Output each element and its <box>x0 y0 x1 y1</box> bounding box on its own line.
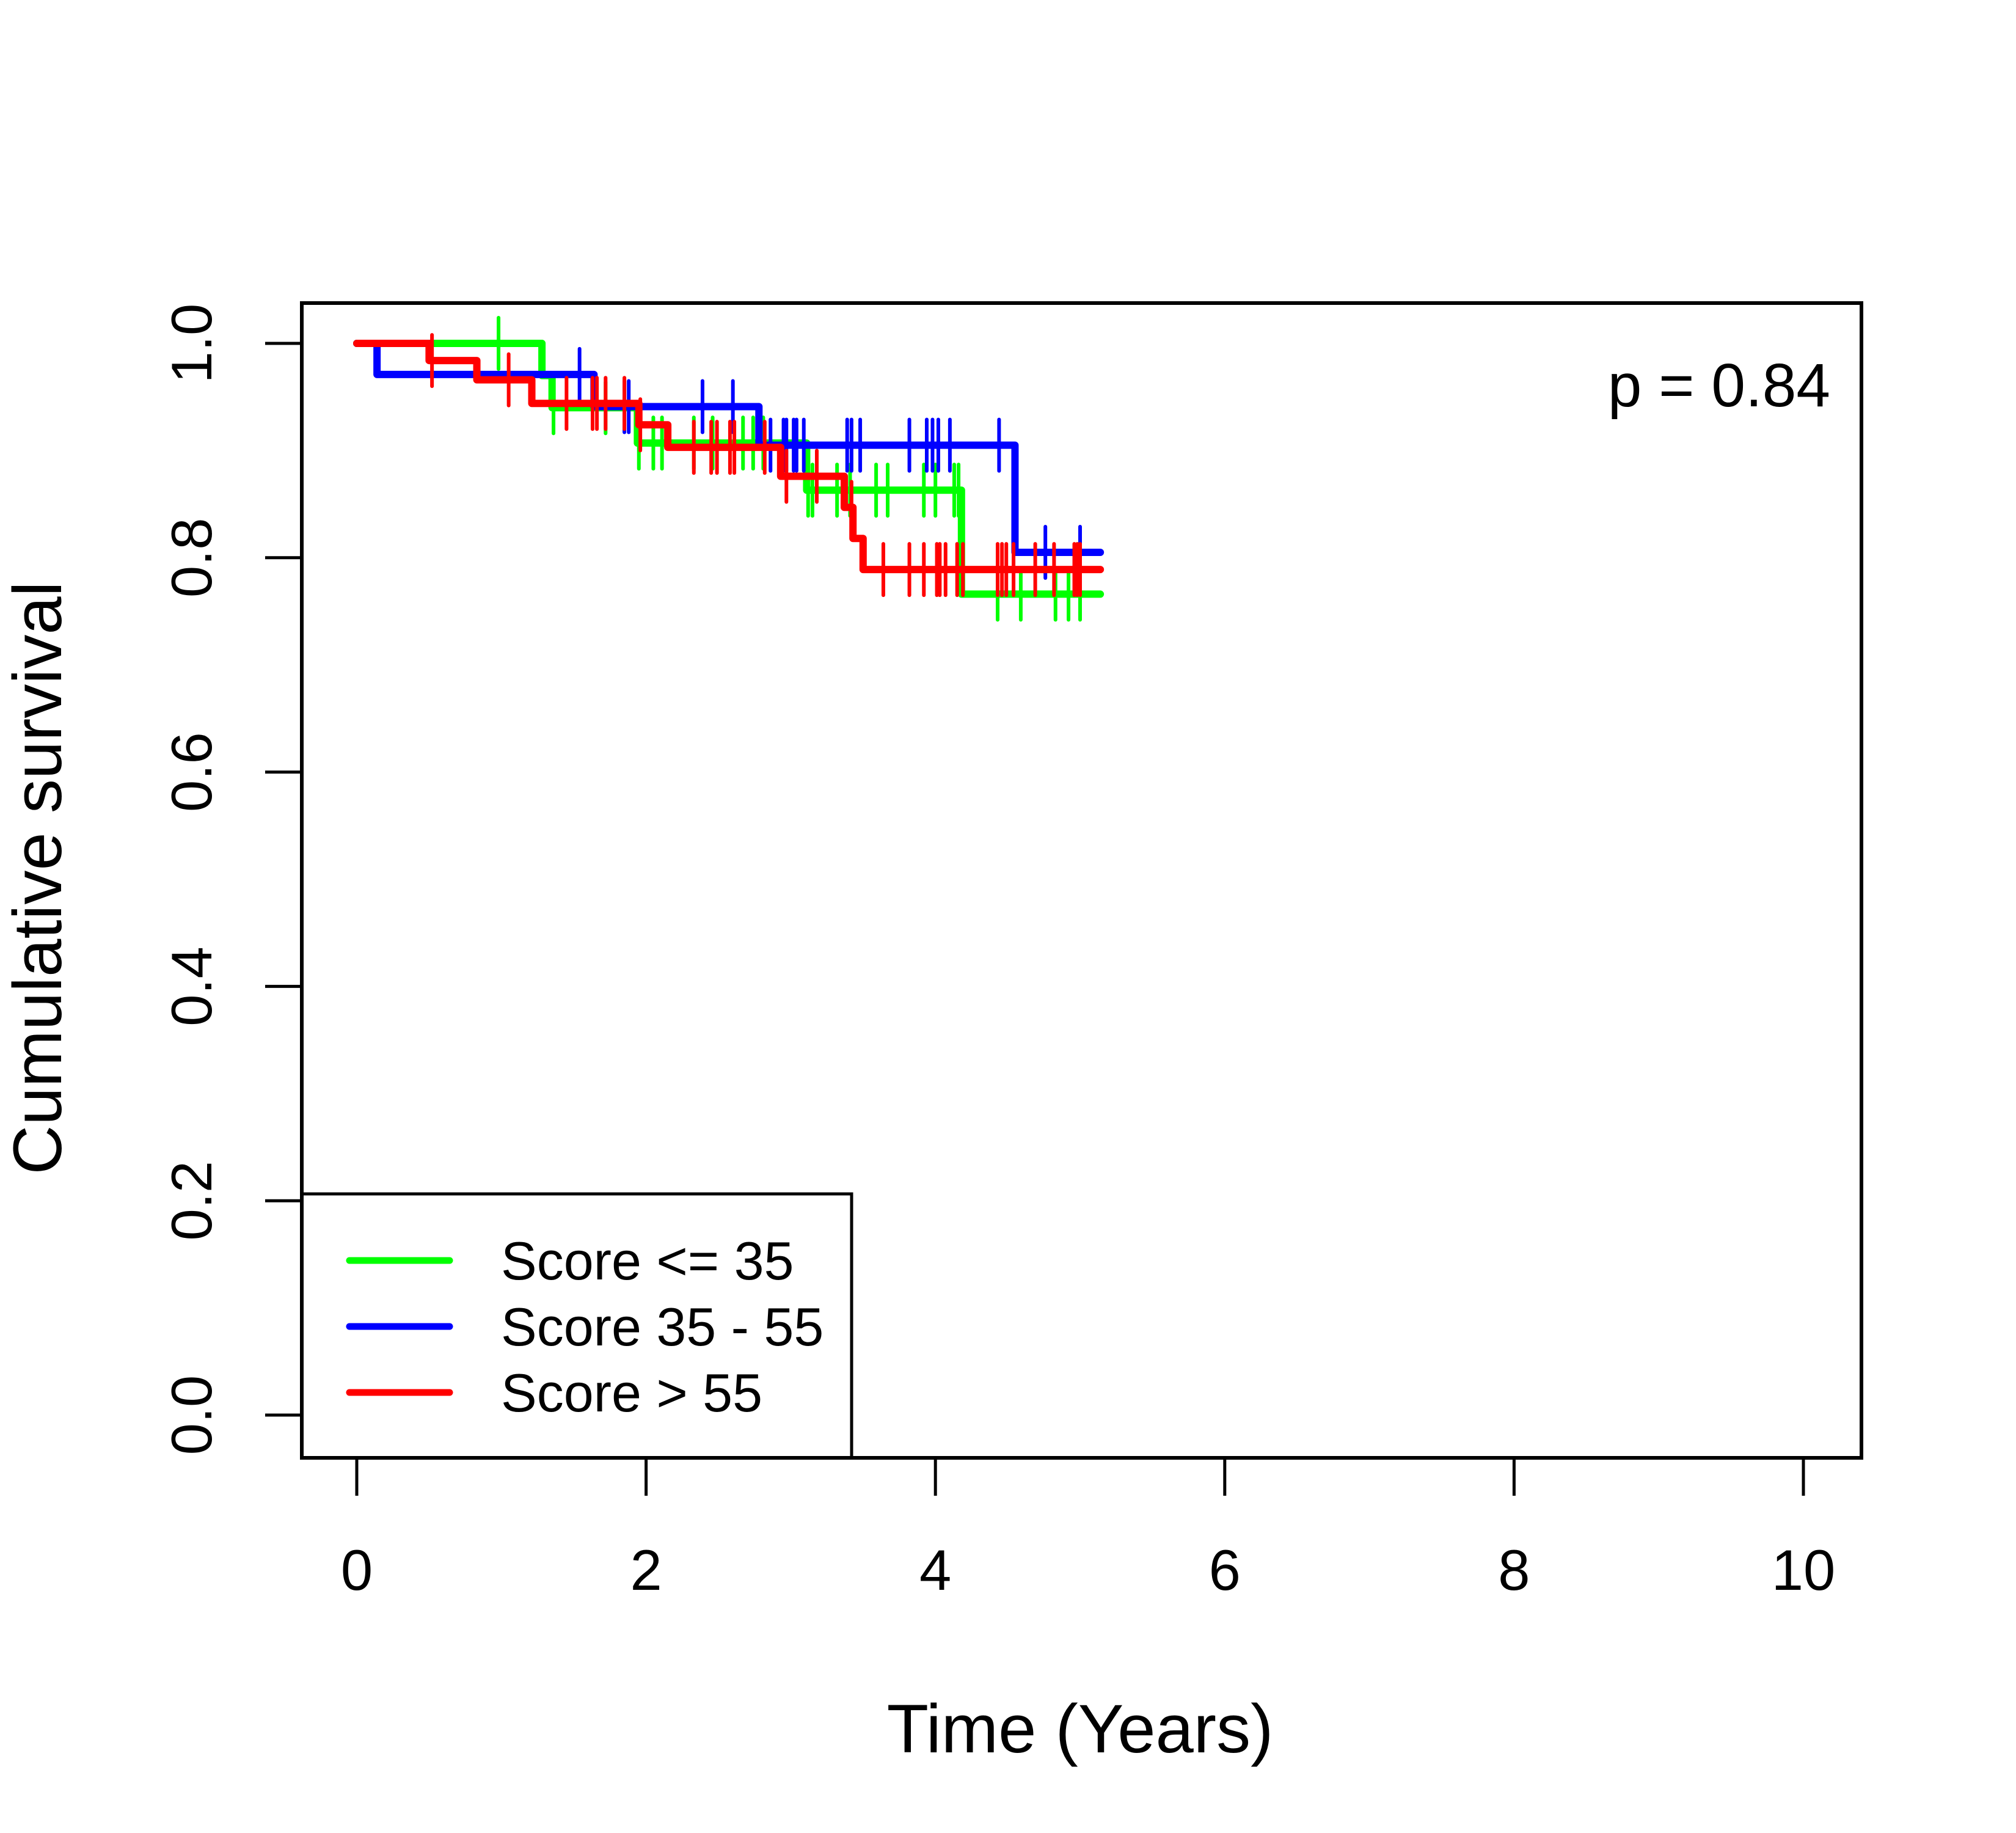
legend-item: Score 35 - 55 <box>346 1297 824 1357</box>
legend-label: Score <= 35 <box>501 1231 794 1291</box>
legend-label: Score > 55 <box>501 1363 762 1423</box>
x-tick-label: 8 <box>1498 1538 1530 1602</box>
x-tick-label: 4 <box>919 1538 951 1602</box>
legend: Score <= 35 Score 35 - 55 Score > 55 <box>300 1192 853 1460</box>
y-tick-label: 0.2 <box>159 1161 224 1241</box>
y-axis-title: Cumulative survival <box>0 582 76 1175</box>
p-value-annotation: p = 0.84 <box>1608 351 1830 420</box>
series-2 <box>353 333 1105 598</box>
x-tick-label: 2 <box>630 1538 662 1602</box>
y-tick-label: 0.4 <box>159 946 224 1026</box>
legend-item: Score <= 35 <box>346 1231 794 1291</box>
y-tick-label: 0.6 <box>159 732 224 812</box>
y-tick-label: 0.8 <box>159 518 224 598</box>
survival-curve-line <box>353 340 1105 557</box>
x-axis: 0 2 4 6 8 10 <box>341 1458 1835 1602</box>
x-tick-label: 10 <box>1772 1538 1836 1602</box>
x-tick-label: 6 <box>1209 1538 1241 1602</box>
legend-item: Score > 55 <box>346 1363 762 1423</box>
survival-curves <box>353 316 1105 622</box>
y-axis: 0.0 0.2 0.4 0.6 0.8 1.0 <box>159 304 302 1455</box>
y-tick-label: 1.0 <box>159 304 224 384</box>
y-tick-label: 0.0 <box>159 1375 224 1455</box>
x-axis-title: Time (Years) <box>887 1691 1274 1767</box>
x-tick-label: 0 <box>341 1538 373 1602</box>
plot-frame <box>300 301 1863 1460</box>
legend-label: Score 35 - 55 <box>501 1297 824 1357</box>
